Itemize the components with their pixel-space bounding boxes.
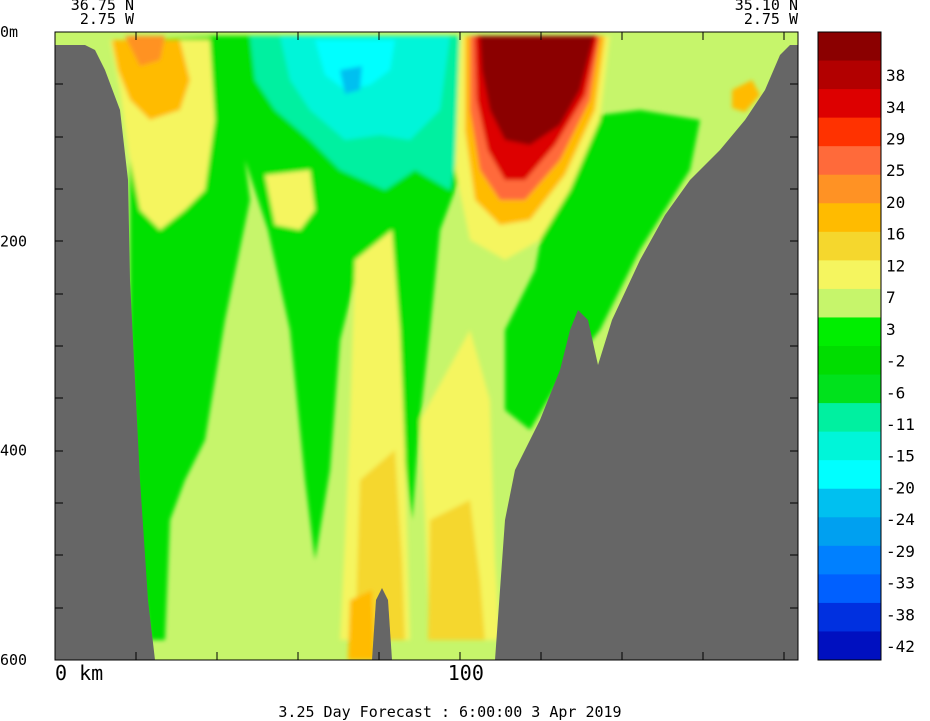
corner-left-lat: 36.75 N — [71, 0, 134, 14]
field-yellow-mid — [265, 170, 315, 230]
y-tick-label: 400 — [0, 442, 27, 460]
field-red-upper-left — [125, 36, 165, 66]
field-gold-right — [428, 500, 485, 640]
colorbar-label: -24 — [886, 510, 915, 529]
y-tick-label: 200 — [0, 232, 27, 250]
colorbar-label: 34 — [886, 98, 905, 117]
colorbar-segment — [818, 117, 881, 147]
y-tick-label: 0m — [0, 23, 18, 41]
colorbar-label: 12 — [886, 256, 905, 275]
colorbar-segment — [818, 260, 881, 290]
colorbar-label: -29 — [886, 542, 915, 561]
x-tick-label: 100 — [448, 661, 484, 685]
colorbar-label: 16 — [886, 225, 905, 244]
x-tick-label: 0 km — [55, 661, 103, 685]
y-axis-ticks — [55, 83, 798, 609]
x-axis-labels: 0 km 100 — [55, 661, 484, 685]
colorbar-segment — [818, 403, 881, 433]
colorbar-label: 29 — [886, 130, 905, 149]
colorbar-segment — [818, 374, 881, 404]
colorbar-label: -20 — [886, 478, 915, 497]
colorbar-segment — [818, 203, 881, 233]
field-blue-spot — [340, 66, 362, 94]
field-light-blue-spot — [315, 40, 395, 90]
colorbar — [818, 32, 881, 661]
colorbar-segment — [818, 317, 881, 347]
colorbar-segment — [818, 146, 881, 176]
colorbar-label: 7 — [886, 288, 896, 307]
colorbar-segment — [818, 60, 881, 90]
colorbar-segment — [818, 231, 881, 261]
bathymetry-right — [495, 45, 798, 660]
colorbar-segment — [818, 288, 881, 318]
y-axis-labels: 0m 200 400 600 — [0, 23, 27, 669]
colorbar-label: 20 — [886, 193, 905, 212]
colorbar-segment — [818, 574, 881, 604]
colorbar-segment — [818, 460, 881, 490]
colorbar-label: -15 — [886, 447, 915, 466]
colorbar-label: 3 — [886, 320, 896, 339]
colorbar-segment — [818, 602, 881, 632]
bathymetry-left — [55, 32, 155, 660]
colorbar-segment — [818, 346, 881, 376]
corner-left-lon: 2.75 W — [80, 10, 135, 28]
colorbar-segment — [818, 488, 881, 518]
colorbar-segment — [818, 32, 881, 62]
colorbar-frame — [817, 31, 882, 661]
colorbar-segment — [818, 545, 881, 575]
colorbar-label: -6 — [886, 383, 905, 402]
y-tick-label: 600 — [0, 651, 27, 669]
field-orange-right — [732, 80, 760, 112]
forecast-caption: 3.25 Day Forecast : 6:00:00 3 Apr 2019 — [278, 703, 621, 721]
colorbar-segment — [818, 431, 881, 461]
colorbar-segment — [818, 89, 881, 119]
colorbar-label: -11 — [886, 415, 915, 434]
field-jet-darkred — [480, 36, 594, 145]
colorbar-segment — [818, 517, 881, 547]
colorbar-segment — [818, 631, 881, 661]
field-orange-upper-left — [112, 40, 190, 120]
colorbar-label: -33 — [886, 574, 915, 593]
colorbar-label: -42 — [886, 637, 915, 656]
corner-right-lat: 35.10 N — [735, 0, 798, 14]
x-axis-ticks — [135, 32, 785, 660]
colorbar-label: -2 — [886, 352, 905, 371]
field-orange-bottom — [348, 590, 375, 660]
colorbar-label: 25 — [886, 161, 905, 180]
velocity-field — [55, 32, 798, 660]
colorbar-label: 38 — [886, 66, 905, 85]
colorbar-labels: 38 34 29 25 20 16 12 7 3 -2 -6 -11 -15 -20 -24 -29 -33 -3… — [886, 66, 915, 656]
bathymetry-seamount — [372, 588, 392, 660]
colorbar-segment — [818, 174, 881, 204]
colorbar-label: -38 — [886, 605, 915, 624]
corner-right-lon: 2.75 W — [744, 10, 799, 28]
